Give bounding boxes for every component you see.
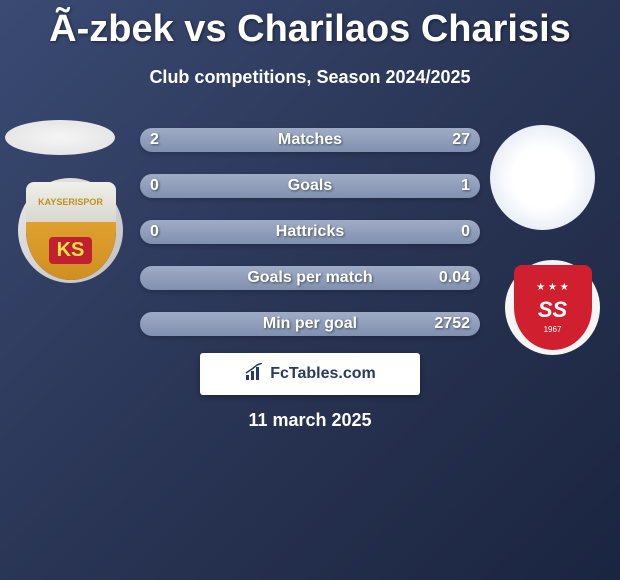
stat-right-value: 0	[461, 223, 470, 241]
team-left-shield: KAYSERISPOR KS	[26, 182, 116, 280]
stat-right-value: 0.04	[439, 269, 470, 287]
team-left-badge: KAYSERISPOR KS	[18, 178, 123, 283]
fctables-label: FcTables.com	[270, 365, 376, 383]
team-left-initials: KS	[49, 237, 93, 264]
page-subtitle: Club competitions, Season 2024/2025	[0, 67, 620, 88]
stats-container: 2 Matches 27 0 Goals 1 0 Hattricks 0 Goa…	[140, 128, 480, 358]
team-right-shield: ★ ★ ★ SS 1967	[514, 265, 592, 350]
team-right-badge: ★ ★ ★ SS 1967	[505, 260, 600, 355]
player-right-avatar	[490, 125, 595, 230]
stat-left-value: 0	[150, 177, 159, 195]
team-left-name: KAYSERISPOR	[26, 182, 116, 222]
team-right-stars: ★ ★ ★	[536, 282, 568, 293]
stat-label: Matches	[278, 131, 342, 149]
stat-label: Hattricks	[276, 223, 344, 241]
stat-label: Goals per match	[247, 269, 372, 287]
stat-label: Min per goal	[263, 315, 357, 333]
team-left-bottom: KS	[26, 222, 116, 280]
team-right-year: 1967	[544, 325, 562, 334]
stat-label: Goals	[288, 177, 332, 195]
stat-right-value: 27	[452, 131, 470, 149]
page-title: Ã-zbek vs Charilaos Charisis	[0, 0, 620, 51]
team-right-initials: SS	[530, 295, 575, 325]
stat-right-value: 2752	[434, 315, 470, 333]
stat-bar-hattricks: 0 Hattricks 0	[140, 220, 480, 244]
stat-bar-min-per-goal: Min per goal 2752	[140, 312, 480, 336]
stat-right-value: 1	[461, 177, 470, 195]
fctables-watermark[interactable]: FcTables.com	[200, 353, 420, 395]
stat-left-value: 2	[150, 131, 159, 149]
stat-bar-matches: 2 Matches 27	[140, 128, 480, 152]
chart-icon	[244, 363, 264, 386]
stat-left-value: 0	[150, 223, 159, 241]
stat-bar-goals: 0 Goals 1	[140, 174, 480, 198]
player-left-avatar	[5, 120, 115, 155]
date-label: 11 march 2025	[0, 410, 620, 431]
stat-bar-goals-per-match: Goals per match 0.04	[140, 266, 480, 290]
